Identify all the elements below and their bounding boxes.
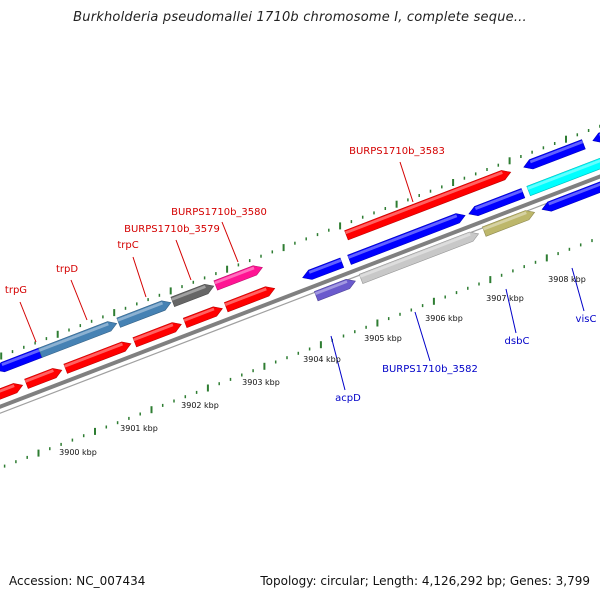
gene-cyan-highlight <box>527 159 600 190</box>
label-trpG: trpG <box>5 285 27 296</box>
label-burps3579-leader <box>175 239 192 281</box>
label-burps3583-leader <box>399 161 414 203</box>
label-visC-leader <box>571 267 585 312</box>
gene-burps3582 <box>358 231 480 284</box>
gene-dsbC-highlight <box>482 211 527 231</box>
label-burps3580-leader <box>221 221 239 263</box>
label-burps3582-leader <box>414 311 431 362</box>
gene-rev-inner-2 <box>347 213 466 265</box>
gene-outer-blue-2-highlight <box>529 140 584 164</box>
gene-burps3579 <box>170 283 215 307</box>
gene-trpC-highlight <box>117 301 163 322</box>
label-burps3580: BURPS1710b_3580 <box>171 207 267 218</box>
gene-fwd-5-highlight <box>183 307 215 322</box>
label-trpG-leader <box>19 301 37 343</box>
label-acpD-leader <box>330 335 346 391</box>
gene-acpD <box>314 278 356 302</box>
scale-label-3903: 3903 kbp <box>242 378 280 387</box>
label-dsbC: dsbC <box>505 336 530 347</box>
gene-fwd-2-highlight <box>24 369 54 383</box>
gene-outer-blue-3 <box>592 132 600 143</box>
gene-fwd-3-highlight <box>64 342 123 368</box>
gene-rev-inner-3-highlight <box>474 189 523 210</box>
gene-burps3583-highlight <box>345 171 503 235</box>
backbone-upper <box>0 174 600 409</box>
gene-fwd-1-highlight <box>0 384 15 393</box>
gene-outer-blue-1-highlight <box>1 349 40 366</box>
gene-trpD <box>38 321 118 358</box>
gene-trpD-highlight <box>38 322 109 352</box>
gene-fwd-4 <box>132 322 182 348</box>
gene-acpD-highlight <box>314 280 348 295</box>
label-trpC: trpC <box>117 240 138 251</box>
gene-fwd-2 <box>24 368 63 389</box>
gene-fwd-3 <box>63 341 132 374</box>
label-acpD: acpD <box>335 393 361 404</box>
label-burps3582: BURPS1710b_3582 <box>382 364 478 375</box>
scale-label-3904: 3904 kbp <box>303 355 341 364</box>
gene-burps3579-highlight <box>171 285 206 301</box>
scale-label-3902: 3902 kbp <box>181 401 219 410</box>
gene-fwd-1 <box>0 383 24 400</box>
scale-label-3905: 3905 kbp <box>364 334 402 343</box>
scale-label-3900: 3900 kbp <box>59 448 97 457</box>
gene-visC-highlight <box>548 182 600 206</box>
gene-fwd-6 <box>224 286 276 313</box>
gene-burps3582-highlight <box>359 232 471 278</box>
gene-fwd-4-highlight <box>133 323 174 342</box>
gene-trpC <box>116 300 172 328</box>
backbone-lower <box>0 182 600 414</box>
gene-burps3580 <box>213 265 263 291</box>
accession-text: Accession: NC_007434 <box>9 574 146 588</box>
gene-fwd-5 <box>182 306 223 328</box>
scale-label-3908: 3908 kbp <box>548 275 586 284</box>
gene-burps3580-highlight <box>214 266 255 285</box>
label-burps3579: BURPS1710b_3579 <box>124 224 220 235</box>
gene-rev-inner-1-highlight <box>308 258 342 274</box>
gene-fwd-6-highlight <box>224 287 267 306</box>
gene-rev-inner-2-highlight <box>348 214 458 259</box>
map-title: Burkholderia pseudomallei 1710b chromoso… <box>73 10 527 25</box>
label-dsbC-leader <box>505 288 517 334</box>
gene-dsbC <box>482 210 536 237</box>
scale-label-3906: 3906 kbp <box>425 314 463 323</box>
scale-label-3907: 3907 kbp <box>486 294 524 303</box>
topology-summary: Topology: circular; Length: 4,126,292 bp… <box>260 574 590 588</box>
label-trpD-leader <box>70 279 88 321</box>
label-trpC-leader <box>132 256 147 298</box>
gene-burps3583 <box>344 170 512 241</box>
scale-label-3901: 3901 kbp <box>120 424 158 433</box>
label-trpD: trpD <box>56 264 78 275</box>
label-visC: visC <box>576 314 597 325</box>
label-burps3583: BURPS1710b_3583 <box>349 146 445 157</box>
